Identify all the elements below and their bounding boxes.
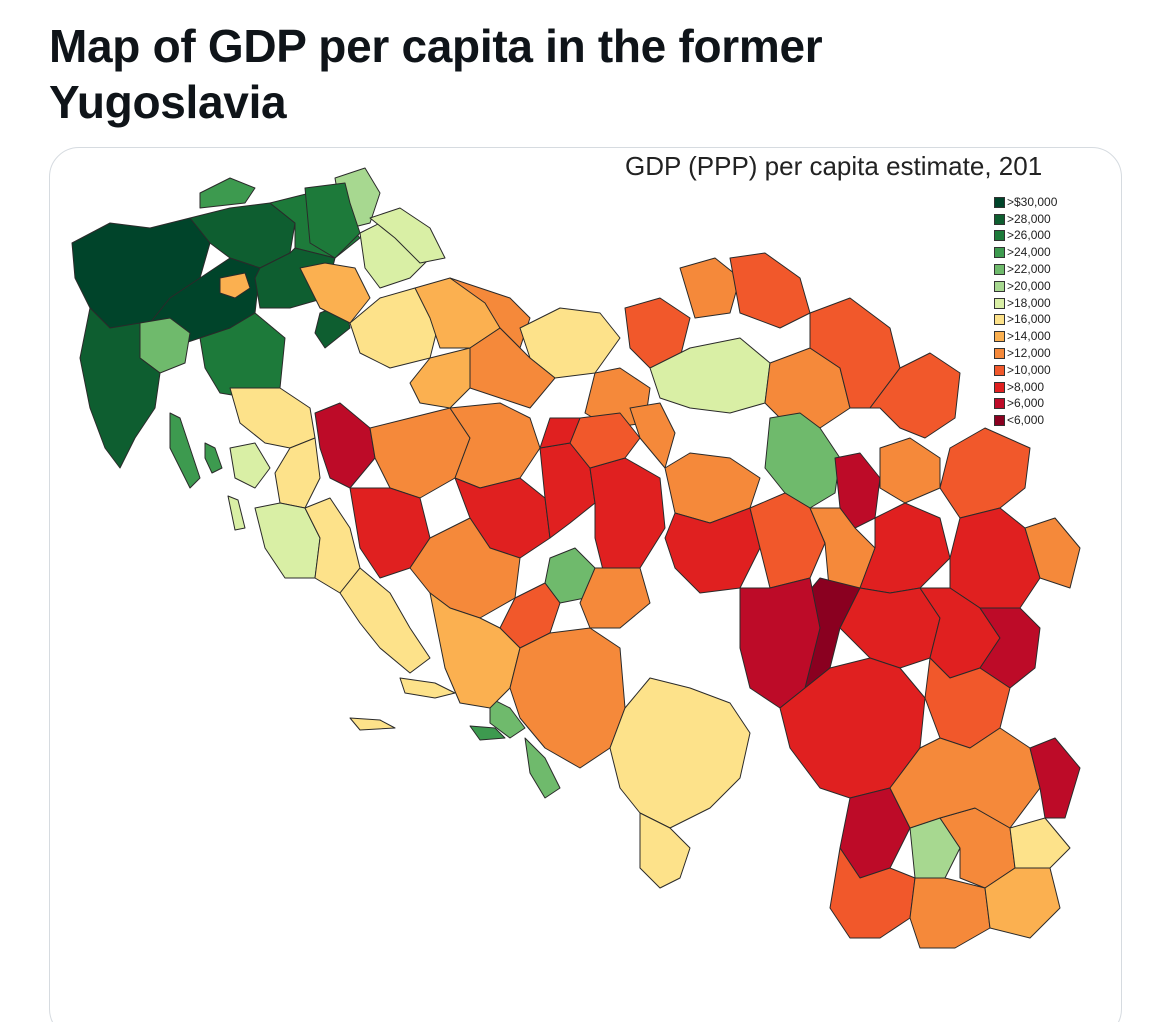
region-rs-16 [950,508,1040,608]
legend-item: <6,000 [994,412,1114,429]
island-4 [400,678,455,698]
region-rs-15 [940,428,1030,518]
legend-label: >12,000 [1007,347,1051,360]
region-nw-4 [200,178,255,208]
legend-item: >$30,000 [994,194,1114,211]
legend-label: >14,000 [1007,330,1051,343]
legend-swatch [994,264,1005,275]
region-rs-3 [730,253,810,328]
legend-swatch [994,247,1005,258]
legend-item: >22,000 [994,261,1114,278]
legend-swatch [994,331,1005,342]
legend-swatch [994,298,1005,309]
region-ba-12 [590,458,665,578]
legend-item: >10,000 [994,362,1114,379]
legend-label: >6,000 [1007,397,1044,410]
island-1 [170,413,200,488]
region-me-1 [610,678,750,828]
legend-swatch [994,314,1005,325]
legend-item: >16,000 [994,312,1114,329]
gdp-choropleth-map [50,148,1121,1022]
island-2 [205,443,222,473]
region-rs-11 [750,493,825,588]
legend-label: >10,000 [1007,364,1051,377]
legend-item: >28,000 [994,211,1114,228]
region-coast-5 [340,568,430,673]
region-ba-2 [370,408,470,498]
legend-swatch [994,398,1005,409]
region-rs-20 [840,588,940,668]
legend-swatch [994,230,1005,241]
legend-label: >28,000 [1007,213,1051,226]
legend-item: >8,000 [994,379,1114,396]
legend-label: >26,000 [1007,229,1051,242]
post-title: Map of GDP per capita in the former Yugo… [49,18,1049,130]
legend-swatch [994,348,1005,359]
legend-swatch [994,197,1005,208]
legend-label: >8,000 [1007,381,1044,394]
region-mk-9 [1030,738,1080,818]
legend-label: >18,000 [1007,297,1051,310]
map-heading: GDP (PPP) per capita estimate, 201 [625,151,1121,181]
legend-swatch [994,382,1005,393]
island-5 [350,718,395,730]
island-3 [228,496,245,530]
region-coast-1 [230,388,315,448]
legend-swatch [994,281,1005,292]
legend: >$30,000 >28,000 >26,000 >24,000 >22,000 >20,… [994,194,1114,429]
legend-label: >20,000 [1007,280,1051,293]
legend-item: >6,000 [994,396,1114,413]
region-mk-5 [910,878,990,948]
legend-item: >20,000 [994,278,1114,295]
legend-item: >14,000 [994,328,1114,345]
region-rs-2 [680,258,740,318]
region-coast-2 [275,438,320,508]
legend-label: >24,000 [1007,246,1051,259]
map-image-card[interactable]: GDP (PPP) per capita estimate, 201 >$30… [49,147,1122,1022]
legend-label: >16,000 [1007,313,1051,326]
legend-label: >22,000 [1007,263,1051,276]
legend-item: >18,000 [994,295,1114,312]
region-rs-8 [765,413,840,508]
legend-swatch [994,365,1005,376]
legend-item: >24,000 [994,244,1114,261]
region-rs-18 [880,438,940,503]
legend-item: >26,000 [994,228,1114,245]
region-mk-7 [1010,818,1070,868]
legend-swatch [994,214,1005,225]
legend-swatch [994,415,1005,426]
region-coast-6 [230,443,270,488]
legend-item: >12,000 [994,345,1114,362]
region-ba-1 [315,403,375,488]
legend-label: >$30,000 [1007,196,1057,209]
legend-label: <6,000 [1007,414,1044,427]
